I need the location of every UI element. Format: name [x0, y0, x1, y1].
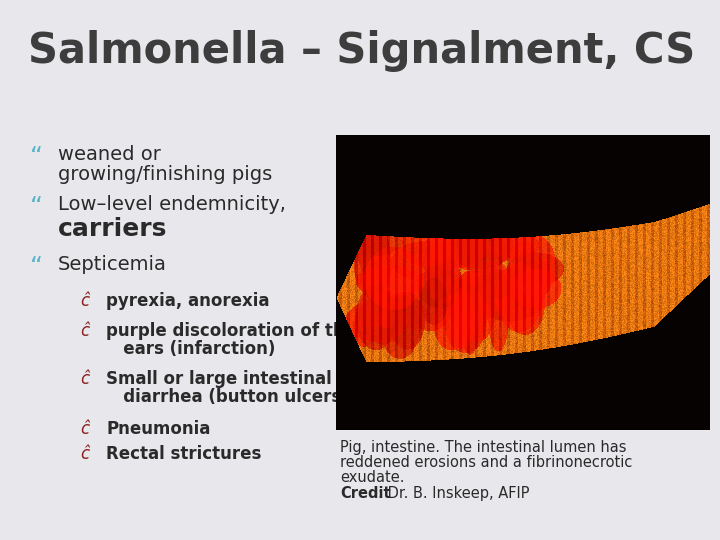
Text: carriers: carriers [58, 217, 167, 241]
Text: “: “ [30, 195, 43, 219]
Text: ĉ: ĉ [80, 322, 89, 340]
Text: ĉ: ĉ [80, 370, 89, 388]
Text: ears (infarction): ears (infarction) [106, 340, 275, 358]
Text: “: “ [30, 145, 43, 169]
Text: Low–level endemnicity,: Low–level endemnicity, [58, 195, 286, 214]
Text: Pneumonia: Pneumonia [106, 420, 210, 438]
Text: growing/finishing pigs: growing/finishing pigs [58, 165, 272, 184]
Text: : Dr. B. Inskeep, AFIP: : Dr. B. Inskeep, AFIP [378, 486, 529, 501]
Text: Rectal strictures: Rectal strictures [106, 445, 261, 463]
Text: ĉ: ĉ [80, 420, 89, 438]
Text: ĉ: ĉ [80, 292, 89, 310]
Text: Septicemia: Septicemia [58, 255, 167, 274]
Text: Salmonella – Signalment, CS: Salmonella – Signalment, CS [28, 30, 696, 72]
Text: Credit: Credit [340, 486, 391, 501]
Text: pyrexia, anorexia: pyrexia, anorexia [106, 292, 269, 310]
Text: diarrhea (button ulcers): diarrhea (button ulcers) [106, 388, 348, 406]
Text: “: “ [30, 255, 43, 279]
Text: Small or large intestinal: Small or large intestinal [106, 370, 332, 388]
Text: ĉ: ĉ [80, 445, 89, 463]
Text: Pig, intestine. The intestinal lumen has: Pig, intestine. The intestinal lumen has [340, 440, 626, 455]
Text: exudate.: exudate. [340, 470, 405, 485]
Text: purple discoloration of the: purple discoloration of the [106, 322, 356, 340]
Text: weaned or: weaned or [58, 145, 161, 164]
Bar [336, 135, 710, 430]
Text: reddened erosions and a fibrinonecrotic: reddened erosions and a fibrinonecrotic [340, 455, 632, 470]
